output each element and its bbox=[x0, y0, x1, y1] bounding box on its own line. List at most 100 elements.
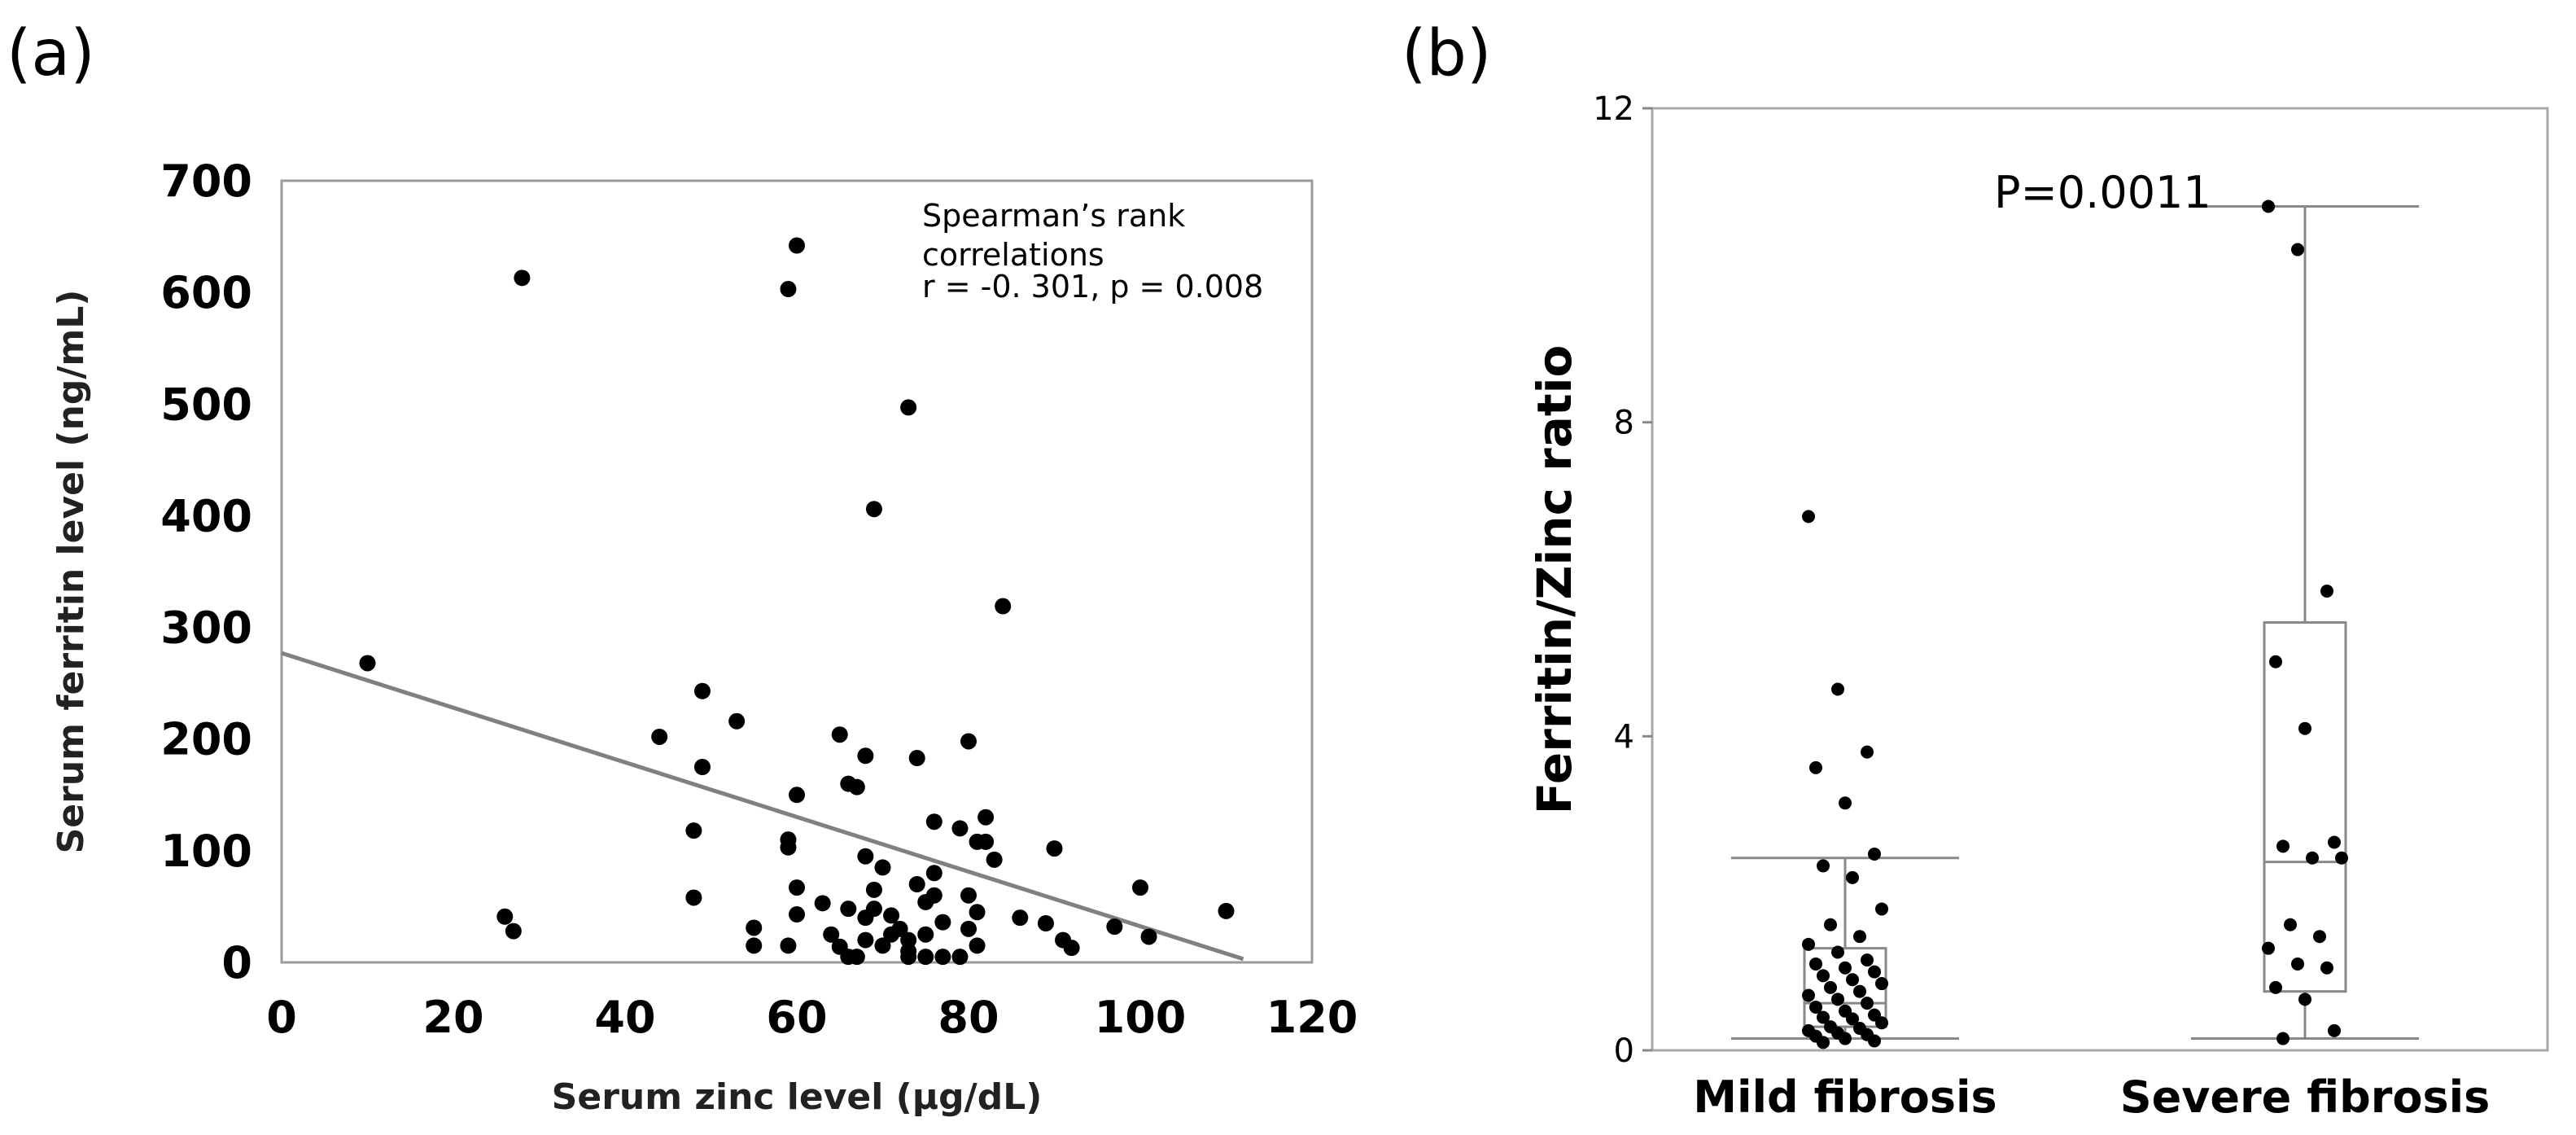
strip-point bbox=[2276, 1032, 2290, 1045]
scatter-point bbox=[934, 949, 951, 966]
y-axis-label-b: Ferritin/Zinc ratio bbox=[1527, 345, 1582, 815]
strip-point bbox=[1831, 682, 1844, 696]
scatter-point bbox=[865, 901, 882, 918]
scatter-point bbox=[917, 926, 934, 943]
scatter-point bbox=[969, 937, 986, 954]
strip-point bbox=[1802, 988, 1815, 1002]
strip-point bbox=[2262, 199, 2275, 213]
panel-b-plot-frame bbox=[1651, 107, 2549, 1052]
strip-point bbox=[1809, 760, 1822, 774]
strip-point bbox=[1817, 859, 1830, 873]
strip-point bbox=[1817, 1036, 1830, 1050]
panel-a: (a) 0 20 40 60 80 100 120 0 100 200 300 400 500 600 7… bbox=[7, 17, 1358, 1118]
scatter-point bbox=[925, 813, 942, 830]
scatter-point bbox=[685, 889, 702, 906]
scatter-point bbox=[934, 914, 951, 931]
strip-point bbox=[2306, 851, 2319, 865]
strip-point bbox=[1809, 1000, 1822, 1014]
scatter-point bbox=[917, 949, 934, 966]
panel-b: (b) 0 4 8 12 P=0.0011 Ferritin/Zinc ratio M… bbox=[1402, 17, 2549, 1123]
scatter-point bbox=[960, 887, 977, 904]
y-tick-label: 200 bbox=[160, 714, 252, 765]
strip-point bbox=[2328, 1023, 2341, 1037]
scatter-point bbox=[1106, 918, 1123, 936]
strip-point bbox=[1846, 870, 1859, 884]
strip-point bbox=[2298, 993, 2311, 1006]
scatter-point bbox=[986, 851, 1003, 868]
strip-point bbox=[2298, 721, 2311, 735]
scatter-point bbox=[1140, 928, 1157, 945]
regression-line-group bbox=[281, 651, 1244, 962]
y-tick-labels: 0 100 200 300 400 500 600 700 bbox=[160, 156, 252, 988]
scatter-point bbox=[960, 733, 977, 750]
strip-point bbox=[1809, 957, 1822, 971]
scatter-point bbox=[960, 920, 977, 937]
scatter-point bbox=[693, 682, 711, 699]
scatter-point bbox=[900, 399, 917, 416]
scatter-point bbox=[1218, 902, 1235, 919]
strip-point bbox=[2276, 839, 2290, 853]
scatter-point bbox=[908, 750, 925, 767]
strip-point bbox=[1846, 973, 1859, 987]
scatter-point bbox=[874, 859, 891, 876]
strip-point bbox=[2320, 584, 2333, 598]
strip-point bbox=[1839, 796, 1852, 810]
x-tick-label: 20 bbox=[422, 992, 483, 1043]
scatter-point bbox=[780, 839, 797, 856]
panel-a-plot-frame bbox=[280, 179, 1314, 964]
strip-point bbox=[2284, 918, 2297, 931]
scatter-point bbox=[857, 931, 874, 949]
y-tick-label: 8 bbox=[1614, 405, 1634, 442]
strip-point bbox=[1824, 980, 1837, 994]
category-label-severe: Severe fibrosis bbox=[2120, 1071, 2491, 1123]
panel-b-label: (b) bbox=[1402, 17, 1491, 90]
scatter-point bbox=[908, 876, 925, 892]
scatter-point bbox=[1037, 915, 1054, 931]
scatter-point bbox=[1132, 879, 1148, 896]
strip-point bbox=[1853, 984, 1866, 998]
strip-point bbox=[1868, 847, 1881, 861]
scatter-points bbox=[359, 237, 1235, 966]
x-axis-label: Serum zinc level (μg/dL) bbox=[552, 1076, 1043, 1118]
annotation-line-1: Spearman’s rank bbox=[922, 198, 1185, 234]
x-tick-label: 0 bbox=[266, 992, 297, 1043]
strip-point bbox=[1853, 930, 1866, 944]
scatter-point bbox=[857, 747, 874, 765]
scatter-point bbox=[951, 820, 969, 837]
strip-point bbox=[2291, 243, 2304, 256]
scatter-point bbox=[789, 879, 805, 896]
scatter-point bbox=[840, 901, 857, 918]
regression-line bbox=[281, 651, 1244, 962]
scatter-point bbox=[693, 759, 711, 775]
scatter-point bbox=[900, 931, 917, 949]
scatter-point bbox=[831, 726, 848, 743]
scatter-point bbox=[514, 270, 531, 287]
scatter-point bbox=[883, 907, 900, 924]
scatter-point bbox=[969, 904, 986, 921]
x-tick-label: 60 bbox=[766, 992, 827, 1043]
scatter-point bbox=[1063, 940, 1080, 957]
y-tick-label: 600 bbox=[160, 267, 252, 318]
strip-point bbox=[2320, 961, 2333, 975]
scatter-point bbox=[1012, 909, 1029, 927]
scatter-point bbox=[848, 778, 865, 795]
strip-point bbox=[1846, 1012, 1859, 1026]
scatter-point bbox=[814, 895, 831, 912]
scatter-point bbox=[874, 937, 891, 954]
scatter-point bbox=[823, 926, 840, 943]
strip-point bbox=[1824, 918, 1837, 931]
box-iqr bbox=[2263, 621, 2347, 993]
strip-point bbox=[1875, 902, 1888, 916]
strip-point bbox=[1831, 945, 1844, 959]
scatter-point bbox=[1046, 840, 1063, 857]
y-tick-label: 700 bbox=[160, 156, 252, 207]
strip-point bbox=[1817, 969, 1830, 983]
strip-point bbox=[1802, 510, 1815, 524]
category-label-mild: Mild fibrosis bbox=[1693, 1071, 1997, 1123]
strip-point bbox=[2269, 655, 2282, 668]
x-tick-label: 100 bbox=[1095, 992, 1187, 1043]
strip-point bbox=[1875, 1016, 1888, 1030]
x-tick-label: 80 bbox=[938, 992, 999, 1043]
annotation-line-3: r = -0. 301, p = 0.008 bbox=[922, 269, 1263, 305]
